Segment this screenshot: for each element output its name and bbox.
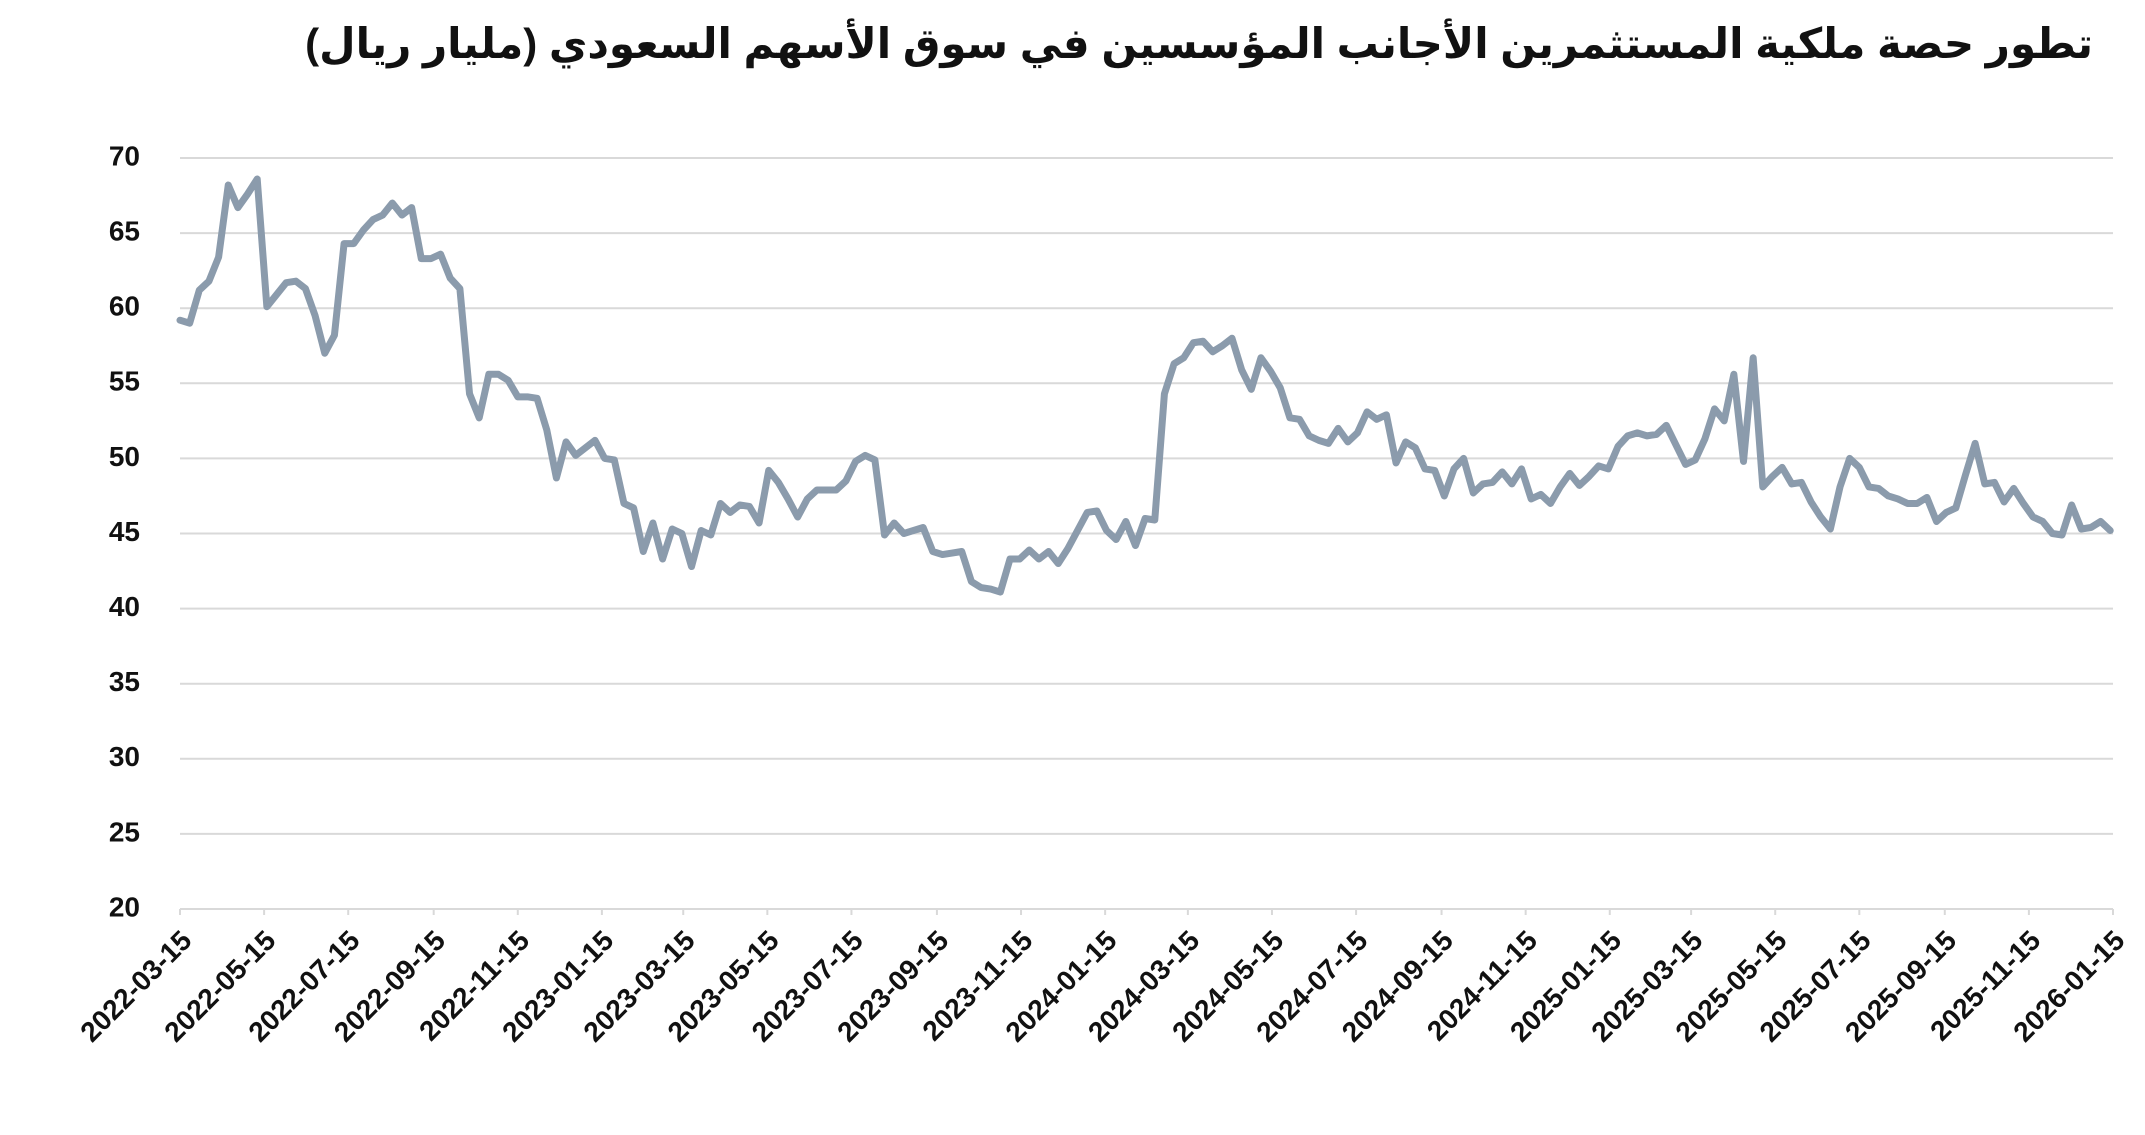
y-tick-label: 35 [109, 666, 140, 697]
y-tick-label: 40 [109, 591, 140, 622]
y-tick-label: 55 [109, 366, 140, 397]
y-tick-label: 65 [109, 215, 140, 246]
data-line [176, 175, 2114, 596]
chart-title: تطور حصة ملكية المستثمرين الأجانب المؤسس… [305, 18, 2093, 69]
y-tick-label: 70 [109, 140, 140, 171]
y-tick-label: 30 [109, 741, 140, 772]
y-tick-label: 20 [109, 891, 140, 922]
y-tick-label: 50 [109, 441, 140, 472]
y-tick-label: 25 [109, 816, 140, 847]
y-tick-label: 60 [109, 291, 140, 322]
y-tick-label: 45 [109, 516, 140, 547]
